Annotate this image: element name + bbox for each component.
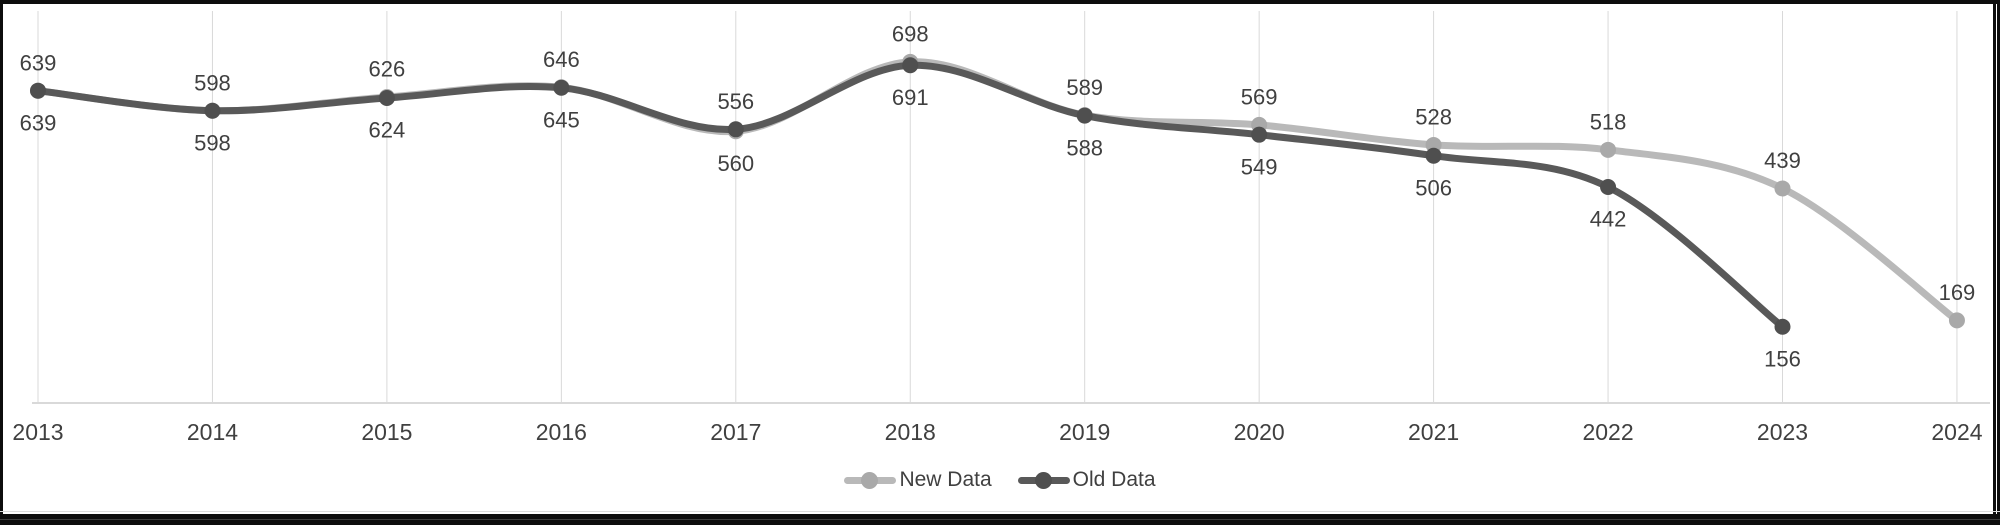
old-data-legend-marker-icon: [1017, 471, 1070, 489]
data-label-old: 560: [717, 151, 754, 176]
data-label-old: 442: [1590, 207, 1627, 232]
new-data-legend-marker-icon: [844, 471, 897, 489]
old-data-point[interactable]: [1251, 126, 1268, 143]
old-data-point[interactable]: [902, 57, 919, 74]
data-label-old: 645: [543, 107, 580, 132]
old-data-point[interactable]: [204, 102, 221, 119]
old-data-point[interactable]: [727, 121, 744, 138]
data-label-old: 588: [1066, 135, 1103, 160]
legend-label-new-data: New Data: [899, 468, 992, 491]
old-data-point[interactable]: [30, 82, 46, 99]
window-border-left: [0, 0, 3, 525]
legend-item-new-data[interactable]: New Data: [844, 468, 992, 492]
old-data-point[interactable]: [1076, 107, 1093, 124]
x-axis-label: 2016: [536, 419, 587, 445]
old-data-point[interactable]: [1600, 178, 1617, 195]
old-data-point[interactable]: [1425, 147, 1442, 164]
new-data-point[interactable]: [1948, 312, 1965, 329]
old-data-point[interactable]: [378, 90, 395, 107]
x-axis-label: 2017: [710, 419, 761, 445]
legend-label-old-data: Old Data: [1072, 468, 1156, 491]
x-axis-label: 2015: [361, 419, 412, 445]
data-label-old: 639: [20, 110, 57, 135]
x-axis-label: 2024: [1931, 419, 1982, 445]
data-label-new: 556: [717, 89, 754, 114]
data-label-new: 598: [194, 70, 231, 95]
window-border-right-inner: [1993, 0, 1996, 525]
new-data-point[interactable]: [1774, 180, 1791, 197]
data-label-new: 626: [369, 57, 406, 82]
data-label-new: 646: [543, 47, 580, 72]
data-label-old: 598: [194, 130, 231, 155]
x-axis-label: 2023: [1757, 419, 1808, 445]
window-border-bottom-line: [0, 519, 2000, 520]
window-border-right-outer: [1997, 0, 2000, 525]
data-label-old: 156: [1764, 346, 1801, 371]
x-axis-label: 2019: [1059, 419, 1110, 445]
data-label-old: 506: [1415, 175, 1452, 200]
x-axis-label: 2018: [885, 419, 936, 445]
data-label-new: 589: [1066, 75, 1103, 100]
chart-legend: New Data Old Data: [0, 468, 2000, 492]
data-label-old: 691: [892, 85, 929, 110]
data-label-new: 698: [892, 22, 929, 47]
window-border-top: [0, 0, 2000, 4]
data-label-new: 569: [1241, 85, 1278, 110]
data-label-new: 639: [20, 50, 57, 75]
data-label-old: 624: [369, 118, 406, 143]
x-axis-label: 2022: [1582, 419, 1633, 445]
x-axis-label: 2020: [1234, 419, 1285, 445]
data-label-new: 518: [1590, 110, 1627, 135]
x-axis-label: 2021: [1408, 419, 1459, 445]
old-data-point[interactable]: [553, 79, 570, 96]
data-label-new: 169: [1939, 280, 1976, 305]
legend-item-old-data[interactable]: Old Data: [1017, 468, 1156, 492]
old-data-point[interactable]: [1774, 318, 1791, 335]
x-axis-label: 2013: [12, 419, 63, 445]
new-data-point[interactable]: [1600, 141, 1617, 158]
data-label-new: 528: [1415, 105, 1452, 130]
data-label-old: 549: [1241, 154, 1278, 179]
x-axis-label: 2014: [187, 419, 238, 445]
chart-bottom-hairline: [0, 511, 2000, 512]
window-border-right-gap: [1996, 4, 1997, 525]
data-label-new: 439: [1764, 148, 1801, 173]
